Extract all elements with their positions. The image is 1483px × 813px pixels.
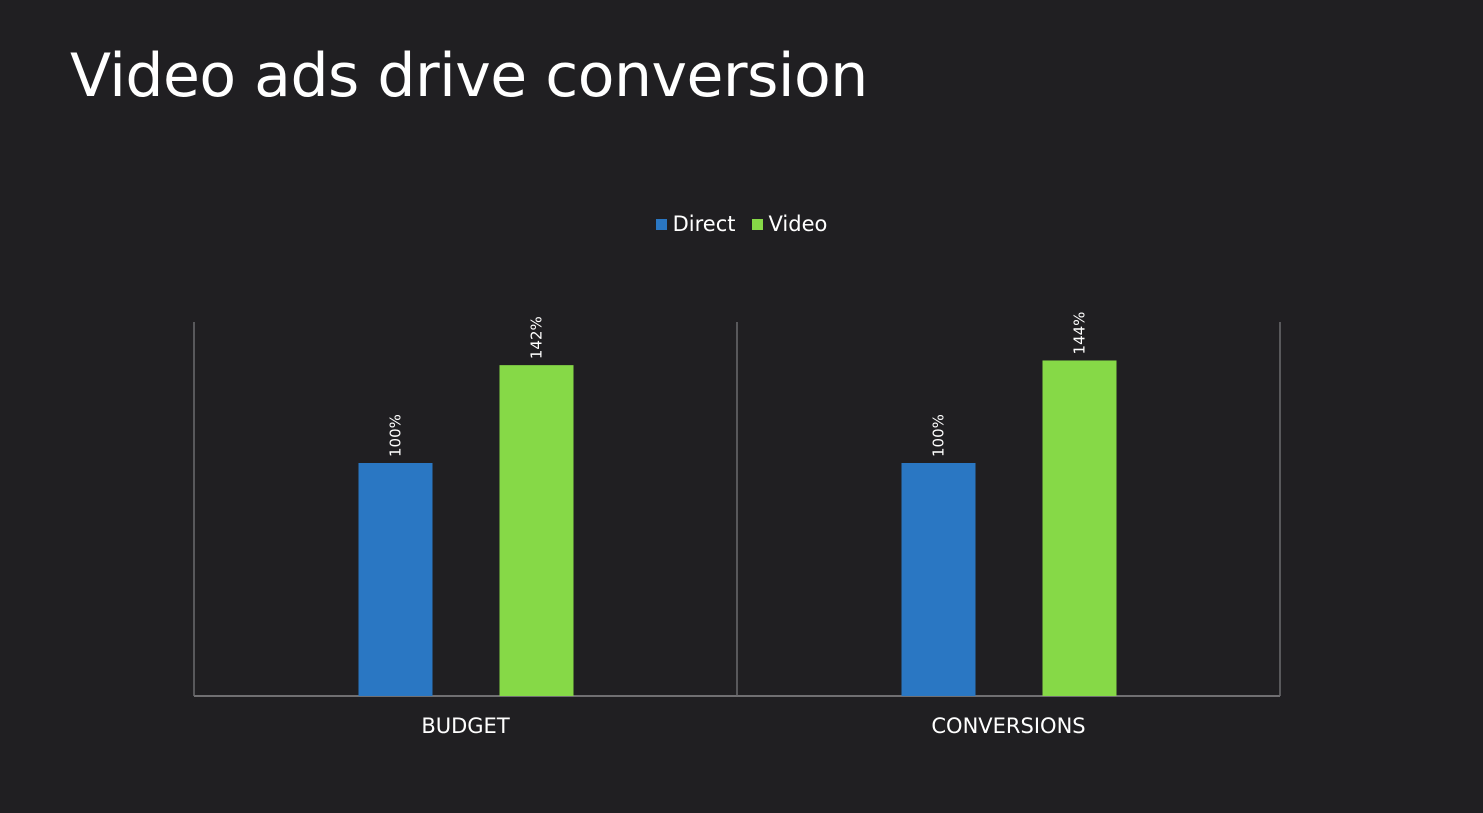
bar-video-budget	[499, 365, 574, 696]
category-label-budget: BUDGET	[421, 714, 509, 738]
data-label-video-conversions: 144%	[1071, 312, 1089, 355]
legend-swatch-video	[751, 218, 763, 230]
bar-video-conversions	[1042, 360, 1117, 696]
data-label-direct-budget: 100%	[387, 414, 405, 457]
category-label-conversions: CONVERSIONS	[931, 714, 1085, 738]
legend-swatch-direct	[655, 218, 667, 230]
bar-direct-conversions	[901, 463, 976, 696]
slide-title: Video ads drive conversion	[70, 41, 868, 111]
legend-item-video: Video	[751, 212, 828, 236]
legend-label-direct: Direct	[672, 212, 736, 236]
legend-label-video: Video	[768, 212, 828, 236]
bar-direct-budget	[358, 463, 433, 696]
chart-legend: Direct Video	[0, 212, 1483, 236]
data-label-video-budget: 142%	[528, 316, 546, 359]
data-label-direct-conversions: 100%	[930, 414, 948, 457]
legend-item-direct: Direct	[655, 212, 736, 236]
